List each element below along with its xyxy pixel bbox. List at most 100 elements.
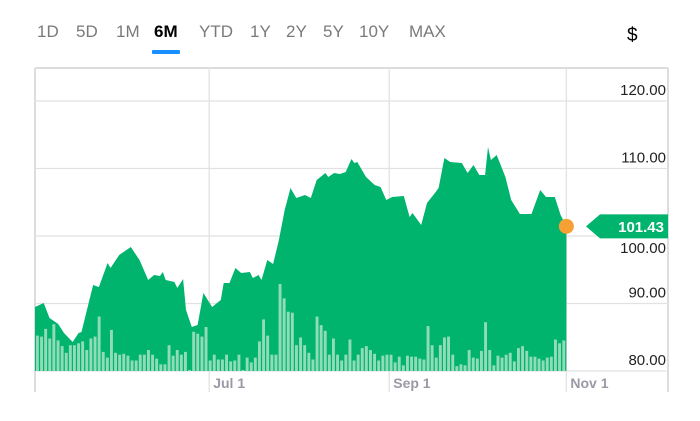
volume-bar	[418, 358, 422, 371]
volume-bar	[508, 352, 512, 371]
volume-bar	[455, 366, 459, 371]
tab-2y[interactable]: 2Y	[286, 22, 307, 41]
x-tick-label: Nov 1	[570, 375, 608, 391]
tab-1m[interactable]: 1M	[116, 22, 140, 41]
volume-bar	[512, 361, 516, 371]
volume-bar	[245, 357, 249, 371]
volume-bar	[130, 360, 134, 371]
y-tick-label: 90.00	[628, 285, 666, 302]
volume-bar	[364, 346, 368, 371]
currency-selector[interactable]: $	[627, 25, 638, 46]
volume-bar	[463, 365, 467, 371]
volume-bar	[348, 339, 352, 371]
volume-bar	[401, 365, 405, 371]
volume-bar	[60, 346, 64, 371]
volume-bar	[196, 333, 200, 371]
volume-bar	[147, 350, 150, 371]
volume-bar	[377, 360, 381, 371]
volume-bar	[397, 356, 401, 371]
volume-bar	[122, 353, 126, 371]
y-tick-label: 120.00	[620, 82, 666, 99]
volume-bar	[492, 365, 496, 371]
y-tick-label: 80.00	[628, 352, 666, 369]
volume-bar	[262, 319, 265, 371]
volume-bar	[447, 336, 450, 371]
volume-bar	[167, 345, 171, 371]
volume-bar	[266, 335, 270, 371]
y-tick-label: 100.00	[620, 240, 666, 257]
volume-bar	[179, 354, 183, 371]
tab-1y[interactable]: 1Y	[250, 22, 271, 41]
volume-bar	[471, 357, 475, 371]
volume-bar	[68, 345, 72, 371]
volume-bar	[114, 352, 117, 371]
volume-bar	[138, 354, 142, 371]
volume-bar	[295, 345, 298, 371]
volume-bar	[81, 341, 85, 371]
volume-bar	[64, 352, 68, 371]
volume-bar	[208, 360, 212, 371]
volume-bar	[56, 340, 60, 371]
volume-bar	[385, 354, 389, 371]
volume-bar	[356, 354, 360, 371]
volume-bar	[541, 360, 545, 371]
y-tick-label: 110.00	[621, 150, 666, 167]
volume-bar	[286, 311, 290, 371]
volume-bar	[434, 357, 438, 371]
tab-ytd[interactable]: YTD	[199, 22, 233, 41]
volume-bar	[373, 353, 376, 371]
volume-bar	[525, 350, 529, 371]
volume-bar	[484, 322, 487, 371]
volume-bar	[134, 360, 138, 371]
volume-bar	[126, 355, 130, 371]
volume-bar	[212, 354, 216, 371]
volume-bar	[422, 359, 426, 371]
volume-bar	[500, 357, 504, 371]
price-area	[35, 147, 567, 371]
volume-bar	[77, 343, 80, 371]
volume-bar	[101, 351, 105, 371]
volume-bar	[105, 357, 109, 371]
volume-bar	[85, 350, 89, 371]
volume-bar	[369, 350, 372, 371]
volume-bar	[414, 356, 418, 371]
volume-bar	[44, 328, 48, 371]
volume-bar	[258, 341, 261, 371]
volume-bar	[110, 329, 113, 371]
volume-bar	[459, 364, 463, 371]
volume-bar	[545, 357, 549, 371]
tab-5d[interactable]: 5D	[76, 22, 98, 41]
x-tick-label: Sep 1	[393, 375, 431, 391]
volume-bar	[270, 354, 274, 371]
volume-bar	[282, 298, 286, 371]
volume-bar	[151, 354, 154, 371]
volume-bar	[558, 343, 561, 371]
volume-bar	[225, 354, 228, 371]
volume-bar	[443, 337, 446, 371]
volume-bar	[537, 358, 541, 371]
last-price-badge	[586, 214, 668, 239]
volume-bar	[381, 355, 385, 371]
volume-bar	[249, 362, 253, 371]
volume-bar	[163, 364, 167, 371]
tab-1d[interactable]: 1D	[37, 22, 59, 41]
volume-bar	[221, 359, 224, 371]
volume-bar	[336, 354, 339, 371]
volume-bar	[327, 354, 331, 371]
volume-bar	[393, 362, 397, 371]
volume-bar	[142, 354, 146, 371]
volume-bar	[237, 354, 241, 371]
tab-6m[interactable]: 6M	[152, 22, 180, 54]
tab-5y[interactable]: 5Y	[323, 22, 344, 41]
volume-bar	[171, 355, 175, 371]
volume-bar	[451, 354, 455, 371]
volume-bar	[426, 326, 430, 371]
tab-max[interactable]: MAX	[409, 22, 446, 41]
volume-bar	[315, 316, 319, 371]
volume-bar	[475, 358, 479, 371]
tab-10y[interactable]: 10Y	[359, 22, 390, 41]
volume-bar	[36, 335, 39, 371]
volume-bar	[332, 338, 335, 371]
volume-bar	[323, 330, 327, 371]
